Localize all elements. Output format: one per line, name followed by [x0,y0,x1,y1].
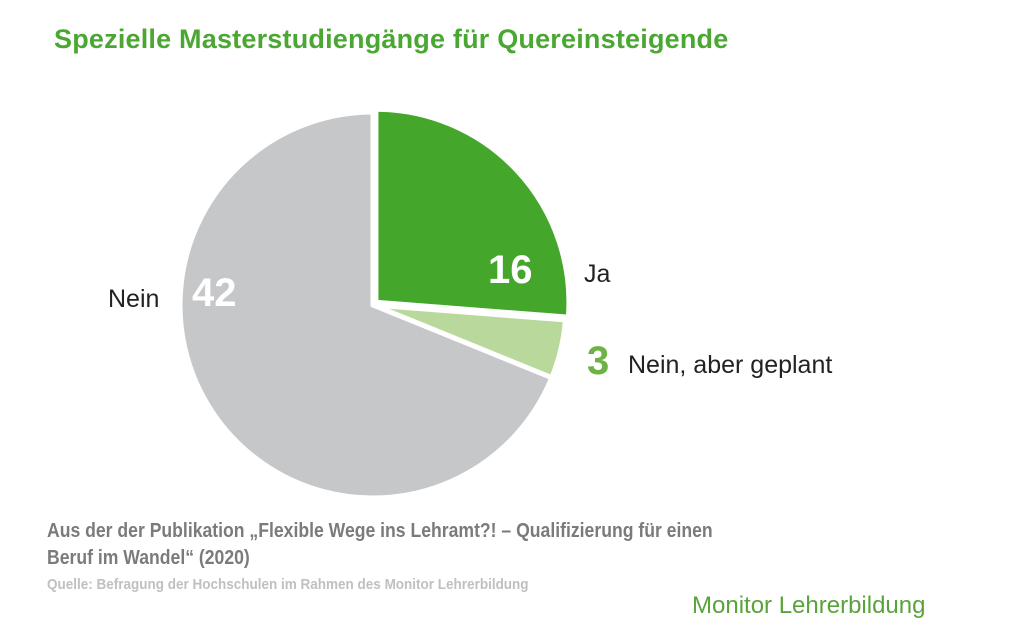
brand-logo-text: Monitor Lehrerbildung [692,592,926,619]
category-label-ja: Ja [584,260,611,288]
source-note: Quelle: Befragung der Hochschulen im Rah… [47,576,529,593]
publication-line-2: Beruf im Wandel“ (2020) [47,547,250,569]
category-label-geplant: Nein, aber geplant [628,351,833,379]
chart-title: Spezielle Masterstudiengänge für Querein… [54,24,729,54]
category-label-nein: Nein [108,285,160,313]
value-label-ja: 16 [488,248,533,292]
value-label-nein: 42 [192,271,237,315]
value-label-geplant: 3 [587,339,610,383]
publication-line-1: Aus der der Publikation „Flexible Wege i… [47,520,713,542]
pie-slice-nein [177,109,556,501]
pie-slice-ja [373,106,572,320]
